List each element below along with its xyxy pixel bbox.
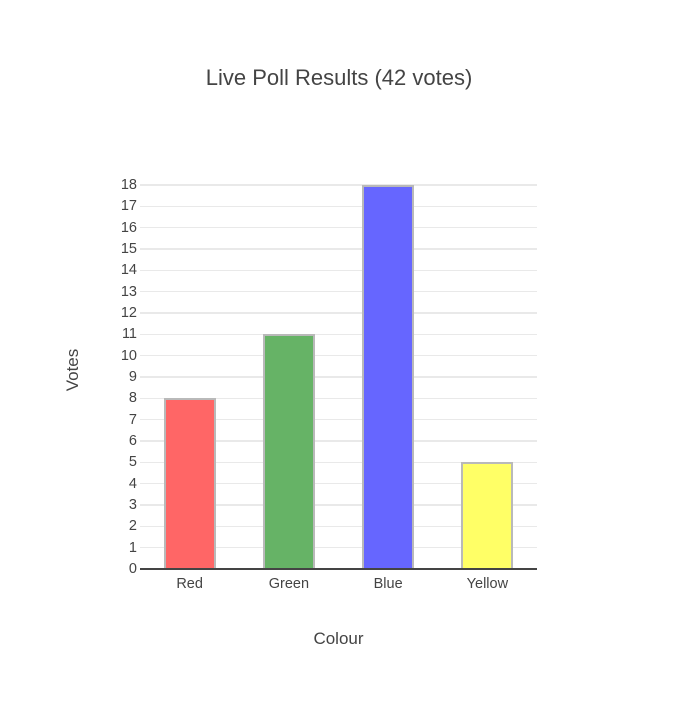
gridline: [140, 525, 537, 528]
y-tick-label: 13: [120, 283, 137, 300]
x-axis-line: [140, 567, 537, 571]
gridline: [140, 482, 537, 485]
gridline: [140, 504, 537, 506]
gridline: [140, 418, 537, 421]
gridline: [140, 333, 537, 336]
gridline: [140, 461, 537, 464]
x-axis-title: Colour: [313, 629, 364, 648]
gridline: [140, 269, 537, 272]
y-tick-label: 10: [120, 347, 137, 364]
gridline: [140, 354, 537, 357]
bar-red: [163, 398, 216, 569]
y-tick-label: 4: [128, 475, 137, 492]
y-tick-label: 2: [128, 518, 137, 535]
y-tick-label: 11: [121, 326, 137, 343]
y-tick-label: 5: [128, 454, 137, 471]
y-axis-ticks: 0 1 2 3 4 5 6 7 8 9 10 11 12 13 14 15 16 17 18: [0, 177, 137, 577]
gridline: [140, 248, 537, 250]
bar-blue: [362, 185, 415, 569]
gridline: [140, 226, 537, 229]
x-tick-label: Yellow: [466, 576, 509, 592]
y-tick-label: 16: [120, 219, 137, 236]
y-tick-label: 14: [120, 262, 137, 279]
y-tick-label: 15: [120, 241, 137, 257]
gridline: [140, 440, 537, 442]
chart-title: Live Poll Results (42 votes): [205, 65, 473, 90]
gridline: [140, 546, 537, 549]
y-tick-label: 17: [120, 198, 137, 215]
y-tick-label: 6: [128, 433, 137, 449]
x-tick-label: Red: [176, 576, 203, 592]
bar-yellow: [461, 462, 514, 569]
y-tick-label: 18: [120, 177, 137, 193]
x-axis-ticks: Red Green Blue Yellow: [140, 574, 537, 596]
gridline: [140, 184, 537, 186]
x-tick-label: Blue: [373, 576, 403, 592]
y-tick-label: 12: [120, 305, 137, 321]
y-tick-label: 3: [128, 497, 137, 513]
y-tick-label: 0: [128, 561, 137, 577]
gridline: [140, 290, 537, 293]
gridline: [140, 205, 537, 208]
y-tick-label: 9: [128, 369, 137, 385]
y-tick-label: 1: [128, 539, 137, 556]
gridline: [140, 312, 537, 314]
gridline: [140, 397, 537, 400]
bar-green: [262, 334, 315, 569]
x-tick-label: Green: [268, 576, 310, 592]
plot-area: [140, 184, 537, 571]
gridline: [140, 376, 537, 378]
y-tick-label: 8: [128, 390, 137, 407]
y-tick-label: 7: [128, 411, 137, 428]
